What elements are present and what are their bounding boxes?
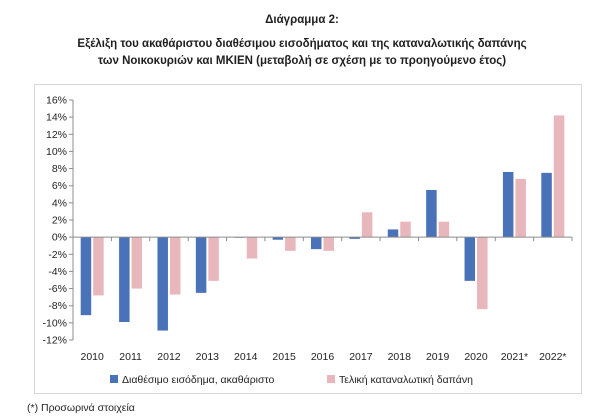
y-tick-label: -8% [48, 300, 67, 312]
bar-consumption [169, 237, 181, 295]
y-tick-label: 10% [46, 146, 67, 158]
bar-income [80, 237, 92, 316]
x-tick-label: 2015 [272, 351, 296, 363]
y-tick-label: -2% [48, 249, 67, 261]
legend-label: Τελική καταναλωτική δαπάνη [339, 374, 473, 386]
bar-income [541, 172, 552, 238]
x-tick-label: 2019 [426, 351, 450, 363]
x-tick-label: 2021* [501, 351, 528, 363]
x-tick-label: 2020 [464, 351, 488, 363]
x-tick-label: 2014 [234, 351, 258, 363]
y-tick-label: 6% [52, 180, 67, 192]
bar-consumption [208, 237, 219, 281]
bar-consumption [515, 178, 526, 238]
y-tick-label: 4% [52, 197, 67, 209]
bar-consumption [246, 237, 258, 259]
bar-consumption [131, 237, 143, 289]
x-tick-label: 2010 [81, 351, 105, 363]
x-tick-label: 2016 [311, 351, 335, 363]
x-tick-label: 2017 [349, 351, 373, 363]
x-tick-label: 2013 [196, 351, 220, 363]
chart-title: Διάγραμμα 2: [265, 14, 339, 26]
y-tick-label: 12% [46, 129, 67, 141]
chart-subtitle-line2: των Νοικοκυριών και ΜΚΙΕΝ (μεταβολή σε σ… [97, 55, 507, 67]
y-tick-label: 2% [52, 215, 67, 227]
legend-swatch [327, 375, 335, 383]
chart-subtitle-line1: Εξέλιξη του ακαθάριστου διαθέσιμου εισοδ… [77, 38, 527, 50]
bar-consumption [477, 237, 488, 310]
bar-income [502, 172, 514, 238]
bar-consumption [400, 221, 411, 238]
bar-income [119, 237, 130, 322]
bar-consumption [323, 237, 334, 251]
y-tick-label: 16% [46, 95, 67, 107]
bar-consumption [438, 221, 450, 238]
footnote: (*) Προσωρινά στοιχεία [27, 402, 135, 414]
y-tick-label: -4% [48, 266, 67, 278]
bar-income [426, 190, 437, 238]
legend-swatch [110, 375, 118, 383]
y-tick-label: -6% [48, 283, 67, 295]
bar-income [349, 237, 360, 239]
y-tick-label: 8% [52, 163, 67, 175]
bar-income [464, 237, 476, 281]
bar-consumption [285, 237, 296, 251]
y-tick-label: 0% [52, 232, 67, 244]
bar-consumption [553, 115, 565, 238]
y-tick-label: 14% [46, 112, 67, 124]
bar-income [387, 229, 399, 238]
bar-income [272, 237, 284, 240]
legend-label: Διαθέσιμο εισόδημα, ακαθάριστο [122, 374, 274, 386]
bar-income [157, 237, 168, 331]
bar-consumption [93, 237, 104, 296]
y-tick-label: -12% [42, 335, 67, 347]
chart-frame [34, 84, 582, 394]
bar-income [311, 237, 322, 250]
x-tick-label: 2022* [539, 351, 566, 363]
bar-income [195, 237, 207, 293]
bar-consumption [361, 212, 373, 238]
x-tick-label: 2011 [119, 351, 142, 363]
x-tick-label: 2012 [157, 351, 181, 363]
y-tick-label: -10% [42, 317, 67, 329]
x-tick-label: 2018 [388, 351, 412, 363]
